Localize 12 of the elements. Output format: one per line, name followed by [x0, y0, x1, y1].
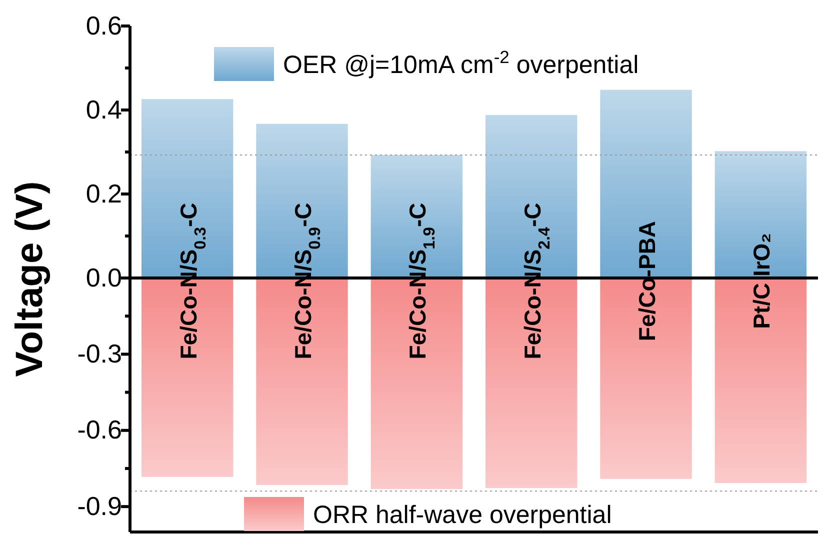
y-tick-label: -0.3 [77, 338, 122, 369]
y-axis-title: Voltage (V) [9, 181, 51, 377]
y-tick-label: 0.2 [86, 178, 122, 208]
x-tick-label: Fe/Co-PBA [634, 220, 660, 342]
y-tick-label: 0.0 [86, 262, 122, 292]
y-tick-label: -0.6 [77, 414, 122, 445]
y-tick-label: 0.6 [86, 10, 122, 40]
y-tick-label: -0.9 [77, 490, 122, 521]
legend-label: ORR half-wave overpential [313, 501, 612, 529]
x-tick-label: Pt/C IrO₂ [748, 233, 775, 329]
y-tick-label: 0.4 [86, 94, 122, 124]
legend-label: OER @j=10mA cm$^{-2}$ overpential [283, 47, 639, 79]
